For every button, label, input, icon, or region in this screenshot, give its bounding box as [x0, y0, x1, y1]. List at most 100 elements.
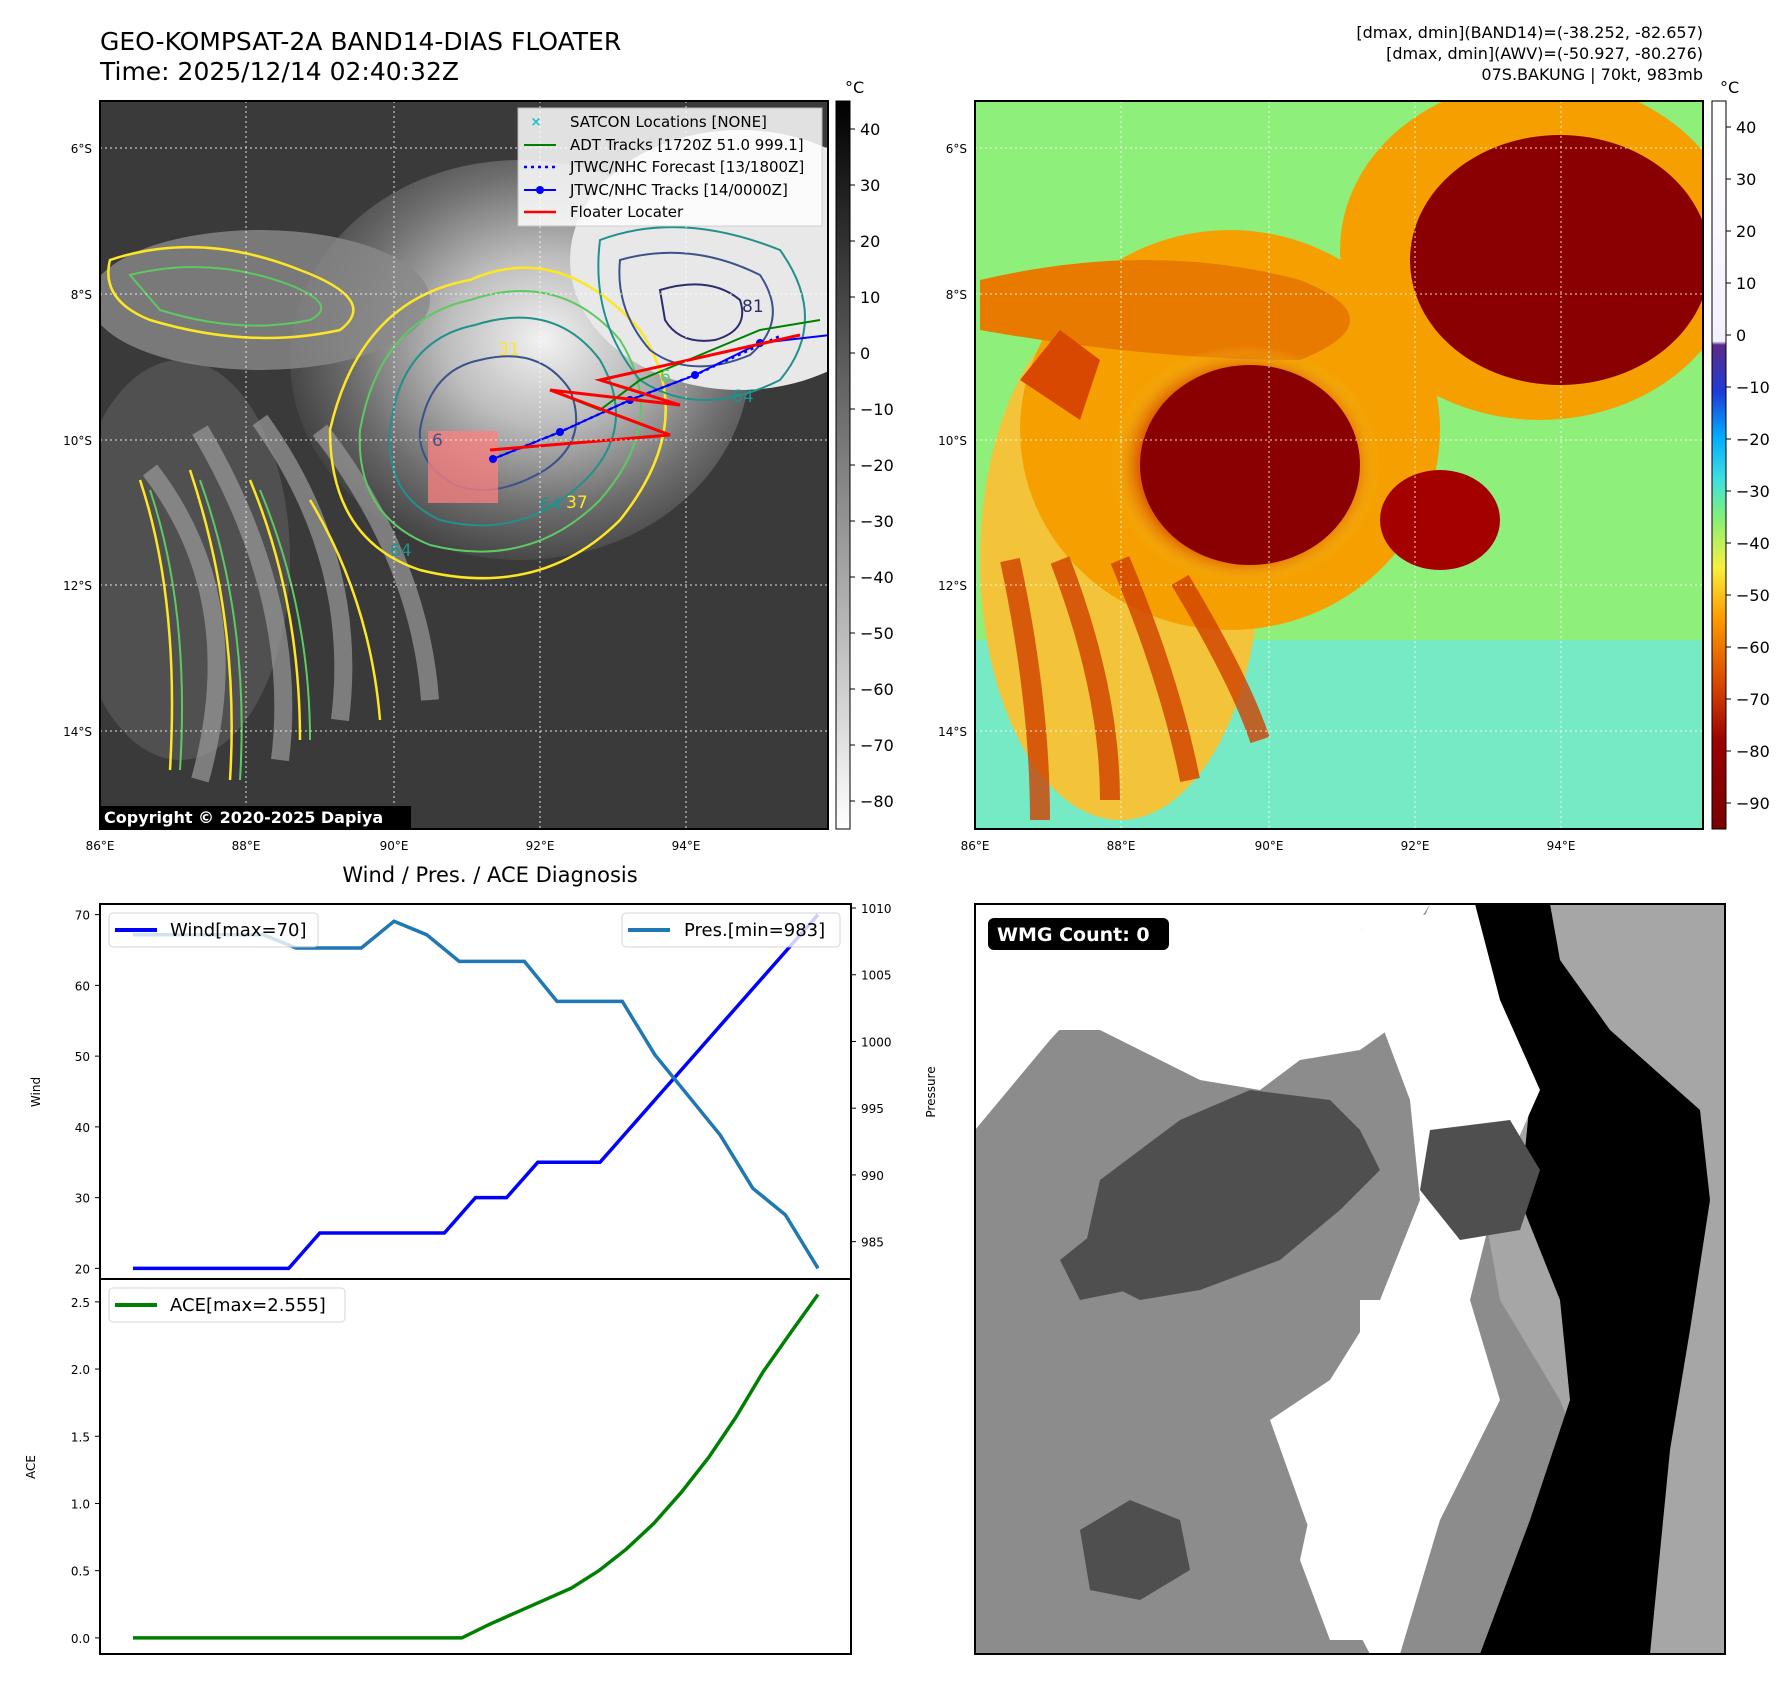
- lat-label: 10°S: [63, 434, 92, 448]
- contour-label: 64: [540, 495, 562, 515]
- colorbar-tick-label: 10: [860, 288, 880, 307]
- lon-label: 86°E: [961, 839, 990, 853]
- lat-label: 8°S: [71, 288, 92, 302]
- lon-label: 94°E: [672, 839, 701, 853]
- contour-label: 37: [566, 493, 588, 513]
- axis-tick-label: 985: [861, 1236, 884, 1250]
- colorbar-unit: °C: [1720, 78, 1739, 97]
- wmg-frame: [974, 903, 1726, 1655]
- axis-tick-label: 20: [75, 1262, 90, 1276]
- axis-tick-label: 990: [861, 1169, 884, 1183]
- contour-label: 81: [742, 297, 764, 317]
- wmg-panel: WMG Count: 0: [975, 904, 1725, 1654]
- wind-legend-label: Wind[max=70]: [170, 920, 307, 941]
- lon-label: 88°E: [232, 839, 261, 853]
- axis-tick-label: 60: [75, 979, 90, 993]
- colorbar-tick-label: −80: [860, 792, 894, 811]
- colorbar-tick-label: −40: [1736, 534, 1770, 553]
- colorbar-tick-label: −50: [860, 624, 894, 643]
- colorbar-tick-label: −60: [1736, 638, 1770, 657]
- diagnosis-title: Wind / Pres. / ACE Diagnosis: [342, 863, 637, 887]
- wmg-count-label: WMG Count: 0: [997, 924, 1150, 946]
- stats-line2: [dmax, dmin](AWV)=(-50.927, -80.276): [1386, 44, 1703, 63]
- ir-map-frame: [99, 100, 829, 830]
- wind-series-line: [133, 913, 820, 1271]
- colorbar-tick-label: −80: [1736, 742, 1770, 761]
- map1-lat-labels: 6°S 8°S 10°S 12°S 14°S: [63, 142, 92, 739]
- axis-tick-label: 0.0: [71, 1632, 90, 1646]
- lon-label: 92°E: [526, 839, 555, 853]
- lon-label: 86°E: [86, 839, 115, 853]
- lon-label: 92°E: [1401, 839, 1430, 853]
- ace-legend-label: ACE[max=2.555]: [170, 1295, 326, 1316]
- axis-tick-label: 0.5: [71, 1565, 90, 1579]
- colorbar-tick-label: 30: [1736, 170, 1756, 189]
- contour-label: 64: [390, 541, 412, 561]
- wind-legend: Wind[max=70]: [108, 912, 319, 948]
- colorbar-tick-label: 30: [860, 176, 880, 195]
- axis-tick-label: 40: [75, 1121, 90, 1135]
- colorbar-tick-label: −50: [1736, 586, 1770, 605]
- wind-axis-label: Wind: [29, 1077, 43, 1107]
- axis-tick-label: 1.0: [71, 1497, 90, 1511]
- axis-tick-label: 2.0: [71, 1363, 90, 1377]
- colorbar-tick-label: −90: [1736, 794, 1770, 813]
- colorbar-tick-label: 20: [860, 232, 880, 251]
- contour-label: 31: [498, 340, 520, 360]
- legend-adt: ADT Tracks [1720Z 51.0 999.1]: [570, 136, 804, 154]
- colorbar-tick-label: −40: [860, 568, 894, 587]
- ace-legend: ACE[max=2.555]: [108, 1287, 346, 1323]
- lat-label: 10°S: [938, 434, 967, 448]
- colorbar-color: °C 40 30 20 10 0 −10 −20 −30 −40 −50 −60 −70 −80 −90: [1711, 78, 1770, 830]
- title-line2: Time: 2025/12/14 02:40:32Z: [99, 57, 459, 86]
- colorbar-tick-label: −20: [860, 456, 894, 475]
- lat-label: 8°S: [946, 288, 967, 302]
- axis-tick-label: 2.5: [71, 1296, 90, 1310]
- legend-satcon: SATCON Locations [NONE]: [570, 113, 767, 131]
- ace-chart: ACE 2.5 2.0 1.5 1.0 0.5 0.0 ACE[max=2.555]: [24, 1278, 852, 1655]
- ace-axis-label: ACE: [24, 1455, 38, 1479]
- lon-label: 90°E: [380, 839, 409, 853]
- lon-label: 94°E: [1547, 839, 1576, 853]
- colorbar-tick-label: 0: [1736, 326, 1746, 345]
- lat-label: 12°S: [63, 579, 92, 593]
- satcon-marker-icon: ×: [531, 115, 542, 130]
- colorbar-tick-label: 0: [860, 344, 870, 363]
- lon-label: 88°E: [1107, 839, 1136, 853]
- colorbar-tick-label: −30: [860, 512, 894, 531]
- axis-tick-label: 1000: [861, 1035, 892, 1049]
- lat-label: 6°S: [71, 142, 92, 156]
- stats-line1: [dmax, dmin](BAND14)=(-38.252, -82.657): [1356, 23, 1703, 42]
- colorbar-unit: °C: [845, 78, 864, 97]
- lat-label: 14°S: [938, 725, 967, 739]
- axis-tick-label: 1.5: [71, 1430, 90, 1444]
- title-line1: GEO-KOMPSAT-2A BAND14-DIAS FLOATER: [100, 27, 621, 56]
- colorbar-gray: °C 40 30 20 10 0 −10 −20 −30 −40 −50 −60 −70 −80: [835, 78, 894, 830]
- lat-label: 6°S: [946, 142, 967, 156]
- colorbar-tick-label: −70: [1736, 690, 1770, 709]
- axis-tick-label: 1010: [861, 902, 892, 916]
- pressure-axis-label: Pressure: [924, 1066, 938, 1117]
- axis-tick-label: 50: [75, 1050, 90, 1064]
- lat-label: 14°S: [63, 725, 92, 739]
- map2-lon-labels: 86°E 88°E 90°E 92°E 94°E: [961, 839, 1576, 853]
- copyright-text: Copyright © 2020-2025 Dapiya: [104, 808, 383, 827]
- colorbar-tick-label: 40: [1736, 118, 1756, 137]
- colorbar-tick-label: −60: [860, 680, 894, 699]
- wind-pressure-chart: Wind Pressure 70 60 50 40 30 20 1010 1005 1000 9…: [29, 902, 938, 1280]
- colorbar-tick-label: −20: [1736, 430, 1770, 449]
- colorbar-tick-label: −10: [860, 400, 894, 419]
- colorbar-tick-label: −70: [860, 736, 894, 755]
- axis-tick-label: 995: [861, 1102, 884, 1116]
- legend-floater: Floater Locater: [570, 203, 684, 221]
- colorbar-tick-label: −30: [1736, 482, 1770, 501]
- colorbar-tick-label: 20: [1736, 222, 1756, 241]
- ace-series-line: [133, 1293, 820, 1640]
- colorbar-tick-label: −10: [1736, 378, 1770, 397]
- pressure-legend: Pres.[min=983]: [621, 912, 841, 948]
- map1-lon-labels: 86°E 88°E 90°E 92°E 94°E: [86, 839, 701, 853]
- color-map-panel: [975, 101, 1703, 829]
- colorbar-tick-label: 40: [860, 120, 880, 139]
- stats-line3: 07S.BAKUNG | 70kt, 983mb: [1481, 65, 1703, 84]
